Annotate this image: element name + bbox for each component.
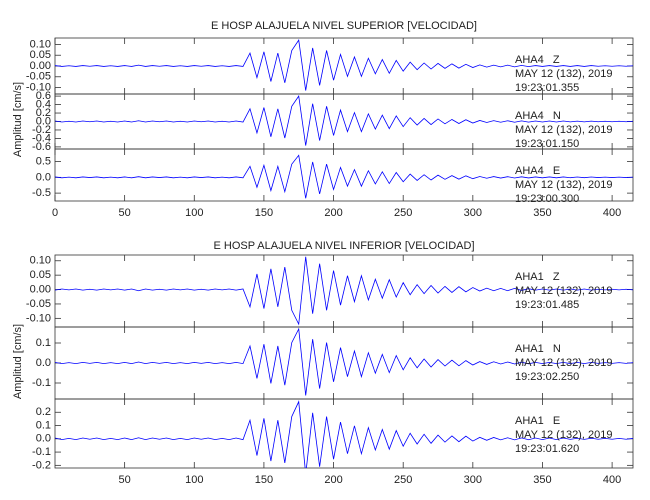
y-axis-label: Amplitud [cm/s] [12, 82, 24, 157]
x-tick-label: 200 [324, 474, 342, 486]
trace-annotation: AHA1 N [515, 343, 561, 355]
y-tick-label: -0.05 [26, 71, 51, 83]
waveform [55, 400, 633, 468]
y-tick-label: 0.1 [36, 337, 51, 349]
trace-annotation: 19:23:01.620 [515, 443, 579, 455]
y-tick-label: 0.10 [30, 255, 51, 267]
y-tick-label: -0.05 [26, 298, 51, 310]
y-tick-label: 0.0 [36, 357, 51, 369]
trace-annotation: AHA4 Z [515, 54, 560, 66]
x-tick-label: 150 [255, 207, 273, 219]
trace-annotation: MAY 12 (132), 2019 [515, 68, 612, 80]
x-tick-label: 350 [533, 207, 551, 219]
trace-annotation: MAY 12 (132), 2019 [515, 429, 612, 441]
y-tick-label: 0.1 [36, 419, 51, 431]
x-tick-label: 250 [394, 474, 412, 486]
x-tick-label: 400 [603, 207, 621, 219]
y-tick-label: -0.5 [32, 187, 51, 199]
panel-title: E HOSP ALAJUELA NIVEL SUPERIOR [VELOCIDA… [211, 20, 477, 32]
x-tick-label: 400 [603, 474, 621, 486]
trace-annotation: AHA1 E [515, 415, 560, 427]
y-tick-label: -0.1 [32, 377, 51, 389]
y-axis-label: Amplitud [cm/s] [12, 324, 24, 399]
waveform [55, 256, 633, 326]
y-tick-label: 0.5 [36, 156, 51, 168]
y-tick-label: -0.10 [26, 81, 51, 93]
trace-annotation: MAY 12 (132), 2019 [515, 285, 612, 297]
trace-annotation: 19:23:02.250 [515, 371, 579, 383]
y-tick-label: -0.6 [32, 141, 51, 153]
trace-annotation: AHA1 Z [515, 271, 560, 283]
y-tick-label: 0.0 [36, 115, 51, 127]
trace-annotation: AHA4 N [515, 110, 561, 122]
subplot-frame [54, 148, 634, 202]
waveform [55, 95, 633, 146]
waveform [55, 154, 633, 199]
waveform [55, 327, 633, 396]
y-tick-label: -0.4 [32, 132, 51, 144]
trace-annotation: MAY 12 (132), 2019 [515, 124, 612, 136]
y-tick-label: 0.4 [36, 98, 51, 110]
trace-annotation: 19:23:01.485 [515, 299, 579, 311]
trace-annotation: MAY 12 (132), 2019 [515, 357, 612, 369]
x-tick-label: 300 [464, 207, 482, 219]
waveform [55, 39, 633, 91]
y-tick-label: 0.00 [30, 283, 51, 295]
y-tick-label: 0.05 [30, 49, 51, 61]
x-tick-label: 350 [533, 474, 551, 486]
panel-title: E HOSP ALAJUELA NIVEL INFERIOR [VELOCIDA… [213, 240, 474, 252]
x-tick-label: 100 [185, 207, 203, 219]
x-tick-label: 250 [394, 207, 412, 219]
x-tick-label: 100 [185, 474, 203, 486]
y-tick-label: 0.2 [36, 406, 51, 418]
x-tick-label: 300 [464, 474, 482, 486]
x-tick-label: 0 [52, 207, 58, 219]
trace-annotation: MAY 12 (132), 2019 [515, 179, 612, 191]
x-tick-label: 50 [119, 474, 131, 486]
y-tick-label: 0.2 [36, 107, 51, 119]
subplot-frame [54, 398, 634, 469]
y-tick-label: 0.05 [30, 269, 51, 281]
y-tick-label: -0.2 [32, 124, 51, 136]
trace-annotation: 19:23:01.355 [515, 82, 579, 94]
x-tick-label: 150 [255, 474, 273, 486]
x-tick-label: 50 [119, 207, 131, 219]
y-tick-label: -0.1 [32, 446, 51, 458]
trace-annotation: 19:23:00.300 [515, 193, 579, 205]
trace-annotation: AHA4 E [515, 165, 560, 177]
y-tick-label: -0.10 [26, 312, 51, 324]
trace-annotation: 19:23:01.150 [515, 138, 579, 150]
y-tick-label: 0.00 [30, 60, 51, 72]
y-tick-label: 0.6 [36, 90, 51, 102]
x-tick-label: 200 [324, 207, 342, 219]
y-tick-label: 0.10 [30, 38, 51, 50]
y-tick-label: 0.0 [36, 171, 51, 183]
y-tick-label: 0.0 [36, 433, 51, 445]
y-tick-label: -0.2 [32, 459, 51, 471]
